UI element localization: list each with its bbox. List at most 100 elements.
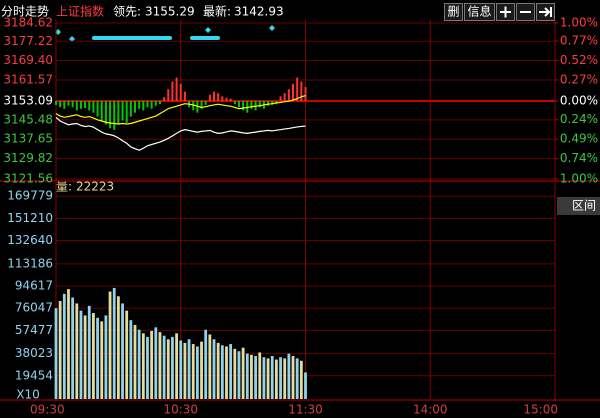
diff-bar xyxy=(292,83,295,101)
volume-bar xyxy=(112,287,116,399)
y2-tick-label: 0.27% xyxy=(560,72,598,86)
volume-bar xyxy=(258,352,262,399)
volume-bar xyxy=(162,335,166,399)
diff-bar xyxy=(267,101,270,106)
y-tick-label: 94617 xyxy=(15,279,53,293)
delete-button-label[interactable]: 删 xyxy=(447,5,459,19)
diff-bar xyxy=(250,101,253,109)
diff-bar xyxy=(175,77,178,101)
volume-bar xyxy=(191,344,195,399)
signal-markers xyxy=(55,25,275,42)
volume-bar xyxy=(279,357,282,399)
diff-bar xyxy=(117,101,120,125)
diff-bar xyxy=(192,101,195,111)
diff-bar xyxy=(71,101,74,108)
delete-button[interactable] xyxy=(444,3,463,21)
volume-bar xyxy=(79,310,83,399)
plus-icon xyxy=(500,6,511,18)
volume-bar xyxy=(71,297,75,399)
y-tick-label: 76047 xyxy=(15,301,53,315)
volume-bar xyxy=(283,358,287,399)
x-tick-label: 11:30 xyxy=(288,403,323,417)
volume-bar xyxy=(266,358,270,399)
diff-bar xyxy=(167,89,170,101)
volume-bar xyxy=(87,305,91,399)
diff-bar xyxy=(96,101,99,117)
diff-bar xyxy=(121,101,124,121)
info-button-label[interactable]: 信息 xyxy=(467,4,491,19)
y-tick-label: 3153.09 xyxy=(3,94,53,108)
volume-bar xyxy=(171,336,174,399)
y-tick-label: 38023 xyxy=(15,346,53,360)
volume-bar xyxy=(287,353,291,399)
volume-bar xyxy=(129,320,133,399)
side-tab[interactable] xyxy=(557,197,600,215)
y-tick-label: 3177.22 xyxy=(3,34,53,48)
y-tick-label: 113186 xyxy=(7,256,53,270)
volume-bar xyxy=(195,346,199,399)
diff-bar xyxy=(179,83,182,101)
volume-current: 22223 xyxy=(76,180,114,194)
diff-bar xyxy=(279,96,282,101)
volume-bar xyxy=(75,303,79,399)
y2-tick-label: 0.24% xyxy=(560,112,598,126)
info-button[interactable] xyxy=(464,3,495,21)
leader-value: 3155.29 xyxy=(145,5,195,19)
side-tab-label[interactable]: 区间 xyxy=(572,199,596,213)
y2-tick-label: 0.74% xyxy=(560,151,598,165)
volume-bar xyxy=(208,334,212,399)
mode-label: 分时走势 xyxy=(1,5,49,19)
y2-tick-label: 1.00% xyxy=(560,16,598,30)
volume-bar xyxy=(245,353,249,399)
volume-bar xyxy=(175,333,178,399)
diff-bar xyxy=(242,101,245,111)
latest-label: 最新: xyxy=(203,4,231,19)
y2-tick-label: 0.52% xyxy=(560,53,598,67)
diff-bar xyxy=(196,101,199,113)
volume-bar xyxy=(83,315,87,399)
volume-bar xyxy=(100,321,104,399)
leader-label: 领先: xyxy=(113,5,141,19)
diff-bar xyxy=(287,89,290,101)
end-icon xyxy=(539,7,552,17)
diff-bar xyxy=(225,97,228,101)
diff-bar xyxy=(63,101,66,109)
y-tick-label: 3129.82 xyxy=(3,151,53,165)
diff-bar xyxy=(300,81,303,101)
volume-bar xyxy=(241,347,245,399)
volume-bar xyxy=(225,346,228,399)
volume-bar xyxy=(233,348,237,399)
volume-bar xyxy=(212,339,216,399)
volume-bar xyxy=(299,360,303,399)
volume-bar xyxy=(229,344,233,399)
y2-tick-label: 1.00% xyxy=(560,172,598,186)
volume-bar xyxy=(204,329,208,399)
y-tick-label: 57477 xyxy=(15,323,53,337)
volume-bar xyxy=(141,333,145,399)
y-tick-label: 3121.56 xyxy=(3,172,53,186)
diff-bar xyxy=(271,101,274,105)
x-tick-label: 09:30 xyxy=(30,403,65,417)
y2-tick-label: 0.77% xyxy=(560,33,598,47)
volume-bar xyxy=(187,339,191,399)
volume-bar xyxy=(125,310,129,399)
index-name: 上证指数 xyxy=(56,4,104,19)
volume-bar xyxy=(291,356,295,399)
y-tick-label: 3145.48 xyxy=(3,112,53,126)
diff-bar xyxy=(304,86,307,101)
diff-bar xyxy=(138,101,141,109)
volume-bar xyxy=(154,327,158,399)
y-tick-label: 3161.57 xyxy=(3,73,53,87)
diff-bar xyxy=(79,101,82,109)
volume-bar xyxy=(216,342,220,399)
volume-bar xyxy=(183,342,187,399)
volume-bar xyxy=(158,332,162,399)
diff-bar xyxy=(229,98,232,101)
diff-bar xyxy=(104,101,107,125)
diff-bar xyxy=(146,101,149,108)
volume-bar xyxy=(133,324,137,399)
volume-bar xyxy=(179,340,183,399)
volume-bar xyxy=(58,301,62,399)
diff-bar xyxy=(213,91,216,101)
